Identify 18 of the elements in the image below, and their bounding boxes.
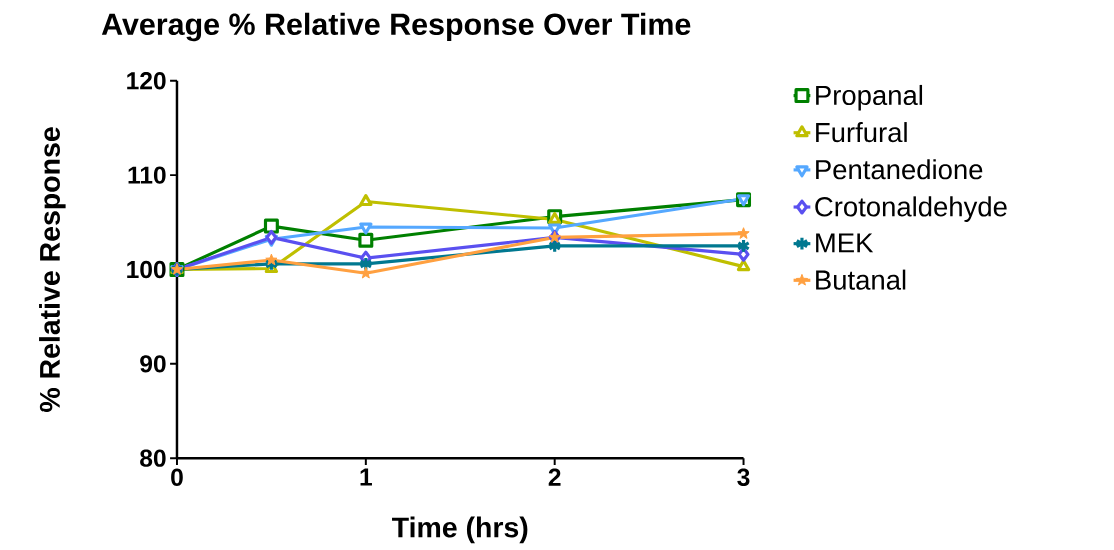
legend-label: MEK bbox=[816, 233, 874, 253]
x-tick-label: 3 bbox=[737, 468, 750, 487]
x-tick-label: 1 bbox=[360, 468, 372, 486]
x-axis-title: Time (hrs) bbox=[392, 516, 528, 544]
legend-label: Butanal bbox=[816, 269, 906, 290]
y-axis-title: % Relative Response bbox=[39, 127, 66, 413]
y-tick-label: 120 bbox=[127, 72, 166, 90]
chart-title: Average % Relative Response Over Time bbox=[101, 12, 691, 42]
y-tick-label: 110 bbox=[128, 166, 166, 184]
legend-label: Furfural bbox=[816, 122, 907, 143]
legend-label: Crotonaldehyde bbox=[815, 196, 1007, 223]
y-tick-label: 90 bbox=[140, 355, 166, 373]
y-tick-label: 80 bbox=[140, 449, 166, 467]
legend-label: Pentanedione bbox=[816, 159, 983, 180]
x-tick-label: 2 bbox=[548, 468, 561, 486]
x-tick-label: 0 bbox=[171, 468, 183, 486]
legend-label: Propanal bbox=[816, 85, 923, 111]
y-tick-label: 100 bbox=[127, 260, 166, 279]
